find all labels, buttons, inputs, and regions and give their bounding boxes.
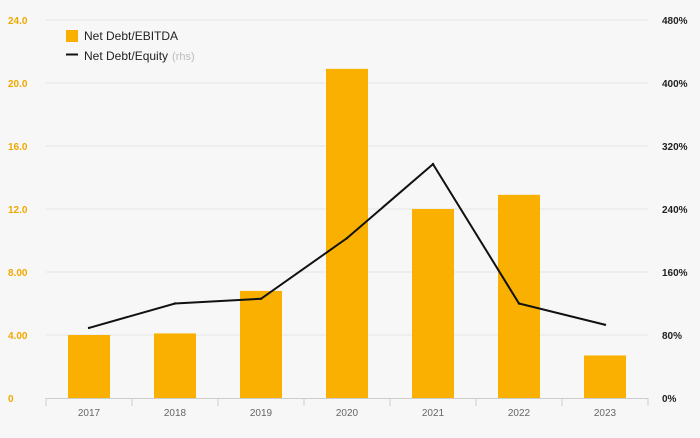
bar [154,333,196,398]
x-tick-label: 2017 [78,408,101,419]
legend-swatch-bar [66,30,78,42]
line-point [517,302,521,305]
legend-label-line-suffix: (rhs) [172,51,195,63]
y-right-tick-label: 320% [662,142,688,153]
line-point [431,162,435,166]
line-point [259,297,263,300]
line-series [87,162,607,330]
bar [68,335,110,398]
x-tick-label: 2022 [508,408,531,419]
legend: Net Debt/EBITDA Net Debt/Equity (rhs) [66,29,195,63]
y-right-tick-label: 480% [662,16,688,27]
x-tick-label: 2018 [164,408,187,419]
bar [326,68,368,398]
line-point [603,323,607,326]
y-left-tick-label: 4.00 [8,331,28,342]
bars [68,68,626,398]
y-left-tick-label: 24.0 [8,16,28,27]
y-left-tick-label: 0 [8,394,14,405]
x-tick-label: 2020 [336,408,359,419]
x-tick-label: 2023 [594,408,617,419]
bar [498,194,540,398]
y-right-tick-label: 400% [662,79,688,90]
y-right-tick-label: 80% [662,331,682,342]
y-right-tick-label: 0% [662,394,677,405]
bar [584,355,626,398]
line-point [345,236,349,240]
y-left-tick-label: 8.00 [8,268,28,279]
line-point [173,302,177,305]
bar [240,290,282,398]
y-left-tick-label: 16.0 [8,142,28,153]
bar [412,209,454,398]
legend-label-line: Net Debt/Equity (rhs) [84,49,195,63]
y-right-tick-label: 160% [662,268,688,279]
legend-label-line-name: Net Debt/Equity [84,49,168,63]
legend-label-bar: Net Debt/EBITDA [84,29,178,43]
y-left-tick-label: 12.0 [8,205,28,216]
y-left-tick-label: 20.0 [8,79,28,90]
x-tick-label: 2019 [250,408,273,419]
y-right-tick-label: 240% [662,205,688,216]
line-point [87,326,91,330]
axes: 0 4.00 8.00 12.0 16.0 20.0 24.0 0% 80% 160% 240% 32… [8,16,688,419]
x-tick-label: 2021 [422,408,445,419]
